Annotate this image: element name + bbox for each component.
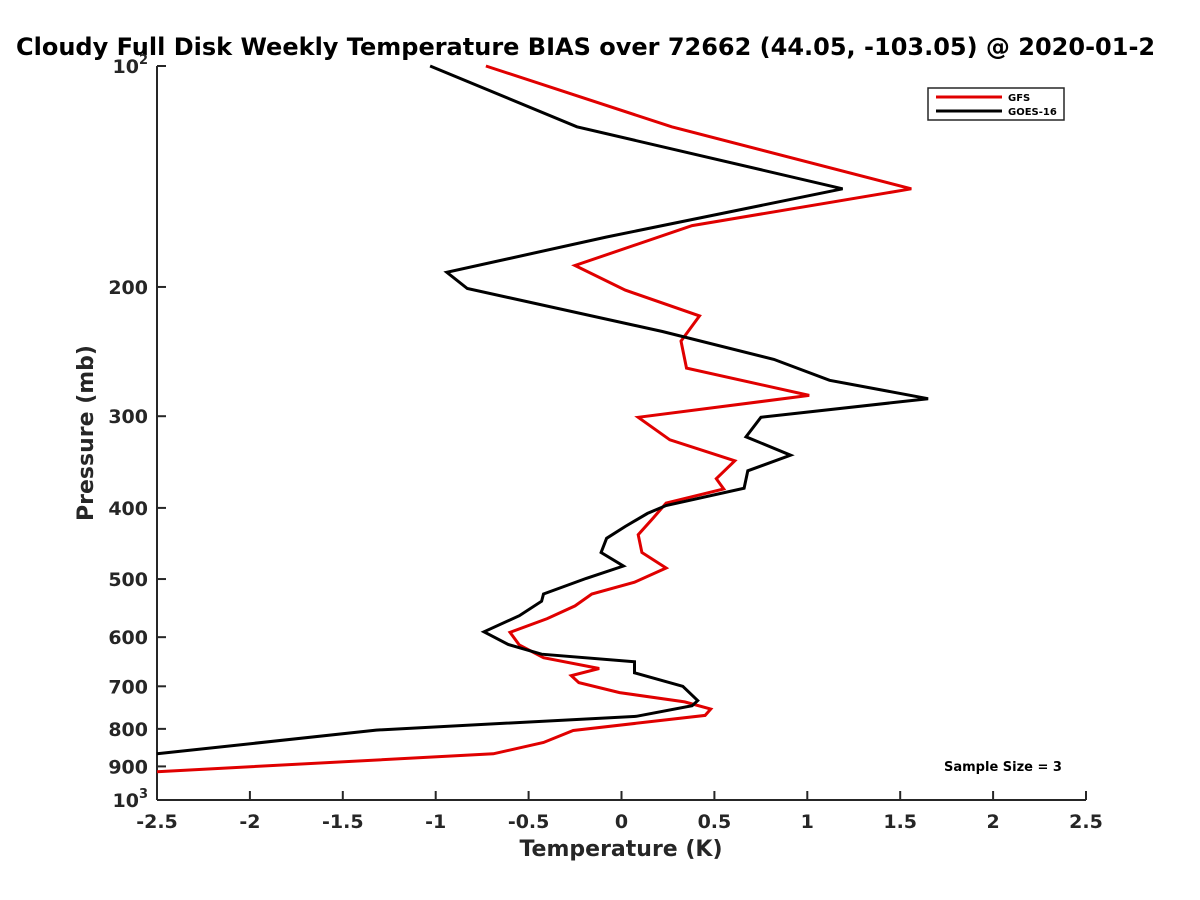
legend-box xyxy=(927,87,1065,121)
y-tick-label-exponent: 3 xyxy=(139,787,148,802)
y-tick-label-base: 300 xyxy=(108,406,148,428)
y-axis-label: Pressure (mb) xyxy=(74,345,99,521)
x-tick-label: -1.5 xyxy=(322,811,364,833)
x-tick-label: 2.5 xyxy=(1069,811,1103,833)
x-tick-label: 1.5 xyxy=(883,811,917,833)
y-tick-label-base: 10 xyxy=(113,56,139,78)
legend-label: GOES-16 xyxy=(1008,107,1057,118)
x-tick-label: -2.5 xyxy=(136,811,178,833)
y-tick-label-base: 500 xyxy=(108,569,148,591)
y-tick-label-base: 10 xyxy=(113,790,139,812)
y-tick-label: 102 xyxy=(113,53,149,78)
y-tick-label: 103 xyxy=(113,787,149,812)
chart-title: Cloudy Full Disk Weekly Temperature BIAS… xyxy=(16,33,1155,61)
y-tick-label: 500 xyxy=(108,569,148,591)
y-tick-label: 700 xyxy=(108,676,148,698)
y-tick-label: 200 xyxy=(108,277,148,299)
y-tick-label-base: 800 xyxy=(108,719,148,741)
series-line-gfs xyxy=(156,64,912,774)
x-axis-label: Temperature (K) xyxy=(519,837,722,862)
y-tick-label-base: 700 xyxy=(108,676,148,698)
y-tick-label: 800 xyxy=(108,719,148,741)
x-tick-label: 0 xyxy=(615,811,628,833)
y-tick-label-exponent: 2 xyxy=(139,53,148,68)
y-tick-label-base: 200 xyxy=(108,277,148,299)
plot-area xyxy=(156,66,1086,801)
legend-label: GFS xyxy=(1008,93,1030,104)
y-tick-label: 600 xyxy=(108,627,148,649)
y-tick-label: 400 xyxy=(108,498,148,520)
x-tick-label: -1 xyxy=(425,811,446,833)
x-tick-label: 0.5 xyxy=(698,811,732,833)
sample-size-annotation: Sample Size = 3 xyxy=(944,760,1062,775)
x-axis: -2.5 -2 -1.5 -1 -0.5 0 0.5 1 1.5 2 2.5 xyxy=(136,791,1103,833)
y-tick-label: 900 xyxy=(108,756,148,778)
series-line-goes-16 xyxy=(156,64,929,756)
series-layer xyxy=(156,64,929,774)
x-tick-label: -2 xyxy=(239,811,260,833)
y-tick-label-base: 600 xyxy=(108,627,148,649)
y-tick-label: 300 xyxy=(108,406,148,428)
y-tick-label-base: 400 xyxy=(108,498,148,520)
x-tick-label: 1 xyxy=(801,811,814,833)
legend: GFS GOES-16 xyxy=(927,87,1065,121)
x-tick-label: 2 xyxy=(986,811,999,833)
y-tick-label-base: 900 xyxy=(108,756,148,778)
x-tick-label: -0.5 xyxy=(508,811,550,833)
